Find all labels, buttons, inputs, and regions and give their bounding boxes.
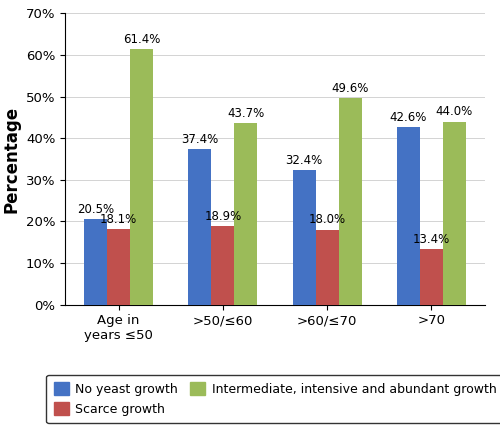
Bar [443,121,466,305]
Text: 42.6%: 42.6% [390,111,427,124]
Bar [84,220,107,305]
Bar [188,149,212,305]
Bar [397,127,420,305]
Bar [338,98,361,305]
Text: 18.0%: 18.0% [308,213,346,226]
Bar [234,123,258,305]
Text: 44.0%: 44.0% [436,105,473,118]
Text: 43.7%: 43.7% [227,107,264,120]
Bar [292,170,316,305]
Bar [420,249,443,305]
Bar [212,226,234,305]
Text: 18.9%: 18.9% [204,210,242,223]
Text: 61.4%: 61.4% [123,33,160,46]
Text: 32.4%: 32.4% [286,154,323,167]
Bar [107,229,130,305]
Bar [130,49,153,305]
Bar [316,230,338,305]
Y-axis label: Percentage: Percentage [2,105,20,213]
Text: 18.1%: 18.1% [100,213,137,226]
Text: 49.6%: 49.6% [332,82,369,95]
Text: 20.5%: 20.5% [77,203,114,216]
Legend: No yeast growth, Scarce growth, Intermediate, intensive and abundant growth: No yeast growth, Scarce growth, Intermed… [46,375,500,423]
Text: 37.4%: 37.4% [182,133,218,146]
Text: 13.4%: 13.4% [413,233,450,246]
